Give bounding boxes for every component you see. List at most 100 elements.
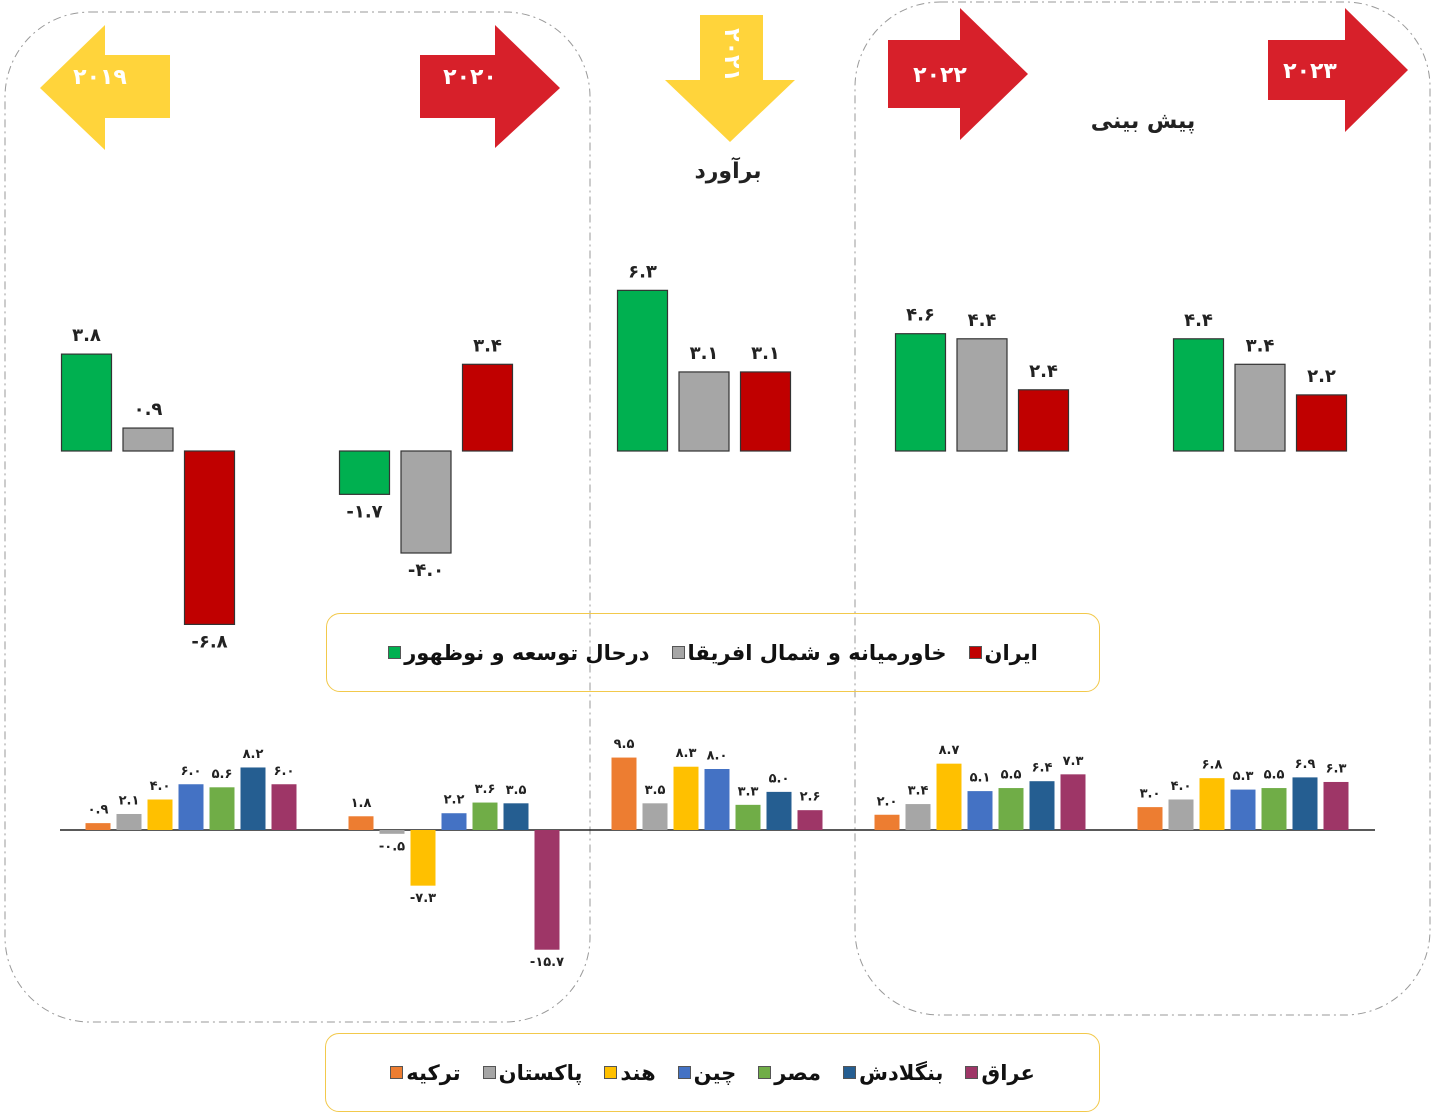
legend-label: ایران [984, 640, 1038, 665]
value-label: ۹.۵ [614, 737, 635, 752]
legend-item: ایران [968, 640, 1038, 665]
bar [797, 810, 823, 830]
value-label: ۴.۰ [150, 779, 171, 794]
bar [967, 791, 993, 830]
value-label: ۶.۳ [628, 261, 657, 282]
value-label: ۴.۰ [1171, 779, 1192, 794]
value-label: -۶.۸ [191, 631, 227, 652]
legend-swatch [677, 1066, 691, 1079]
value-label: -۱.۷ [346, 501, 382, 522]
bar [616, 289, 669, 452]
annotation: پیش بینی [1091, 109, 1195, 134]
value-label: ۵.۳ [1233, 769, 1254, 784]
year-arrow [888, 8, 1028, 140]
bar [461, 363, 514, 452]
legend-swatch [604, 1066, 618, 1079]
bar [1292, 777, 1318, 830]
bar [642, 803, 668, 830]
legend-swatch [482, 1066, 496, 1079]
value-label: ۲.۴ [1029, 361, 1058, 382]
bar [85, 823, 111, 830]
bar [1230, 789, 1256, 830]
value-label: ۳.۴ [473, 335, 502, 356]
value-label: -۱۵.۷ [530, 955, 564, 970]
bar [1323, 781, 1349, 830]
value-label: ۳.۳ [738, 784, 759, 799]
bar [183, 450, 236, 625]
bar [472, 802, 498, 830]
legend-item: مصر [758, 1061, 821, 1085]
value-label: ۳.۸ [72, 325, 101, 346]
value-label: ۸.۲ [243, 747, 264, 762]
value-label: ۲.۰ [877, 794, 898, 809]
bar [534, 830, 560, 950]
value-label: ۳.۱ [690, 343, 719, 364]
bar [1199, 778, 1225, 830]
legend-label: چین [693, 1060, 737, 1085]
value-label: -۷.۳ [410, 891, 436, 906]
value-label: ۵.۵ [1264, 768, 1285, 783]
year-label: ۲۰۲۰ [443, 65, 497, 90]
legend-swatch [388, 646, 402, 659]
year-label: ۲۰۲۳ [1283, 59, 1337, 84]
bar [379, 830, 405, 834]
bar [894, 333, 947, 452]
legend-swatch [390, 1066, 404, 1079]
bar [116, 813, 142, 830]
value-label: ۶.۳ [1326, 761, 1347, 776]
bar [739, 371, 792, 452]
value-label: ۳.۱ [751, 343, 780, 364]
bar [122, 427, 174, 452]
value-label: ۵.۱ [970, 771, 991, 786]
bar [1137, 807, 1163, 830]
legend-item: ترکیه [390, 1061, 461, 1085]
bar [410, 830, 436, 886]
bar [348, 816, 374, 830]
value-label: ۳.۴ [1246, 335, 1275, 356]
bar [441, 813, 467, 830]
value-label: ۸.۳ [676, 746, 697, 761]
bar [1168, 799, 1194, 830]
legend-item: هند [604, 1060, 656, 1085]
bar [678, 371, 730, 452]
legend-label: هند [620, 1060, 656, 1085]
value-label: ۶.۴ [1032, 761, 1053, 776]
bar [60, 353, 113, 452]
bar [1295, 394, 1348, 452]
bar [400, 450, 452, 554]
value-label: ۳.۴ [908, 784, 929, 799]
value-label: ۳.۰ [1140, 787, 1161, 802]
value-label: ۴.۴ [968, 310, 997, 331]
value-label: ۶.۸ [1202, 758, 1223, 773]
bar [704, 769, 730, 830]
legend-label: بنگلادش [859, 1060, 944, 1085]
legend-swatch [965, 1066, 979, 1079]
value-label: ۰.۹ [88, 803, 109, 818]
year-label: ۲۰۱۹ [73, 65, 127, 90]
annotation: برآورد [694, 156, 761, 184]
bar [998, 788, 1024, 830]
bar [1234, 363, 1286, 452]
legend-label: درحال توسعه و نوظهور [404, 640, 650, 665]
value-label: ۳.۶ [475, 782, 496, 797]
bar [209, 787, 235, 830]
legend-label: مصر [774, 1060, 822, 1085]
bar [178, 784, 204, 830]
bar [936, 763, 962, 830]
legend-label: عراق [981, 1060, 1035, 1085]
bar [905, 804, 931, 830]
legend-item: بنگلادش [843, 1061, 943, 1085]
year-label: ۲۰۲۲ [913, 63, 967, 88]
legend-item: عراق [965, 1060, 1035, 1085]
bar [735, 804, 761, 830]
value-label: ۶.۰ [274, 764, 295, 779]
year-label: ۲۰۲۱ [719, 28, 744, 82]
value-label: ۶.۰ [181, 764, 202, 779]
bar [503, 803, 529, 830]
value-label: ۴.۴ [1184, 310, 1213, 331]
legend-label: خاورمیانه و شمال افریقا [687, 640, 947, 665]
legend: ایران خاورمیانه و شمال افریقا درحال توسعه … [326, 613, 1100, 692]
value-label: ۲.۶ [800, 790, 821, 805]
